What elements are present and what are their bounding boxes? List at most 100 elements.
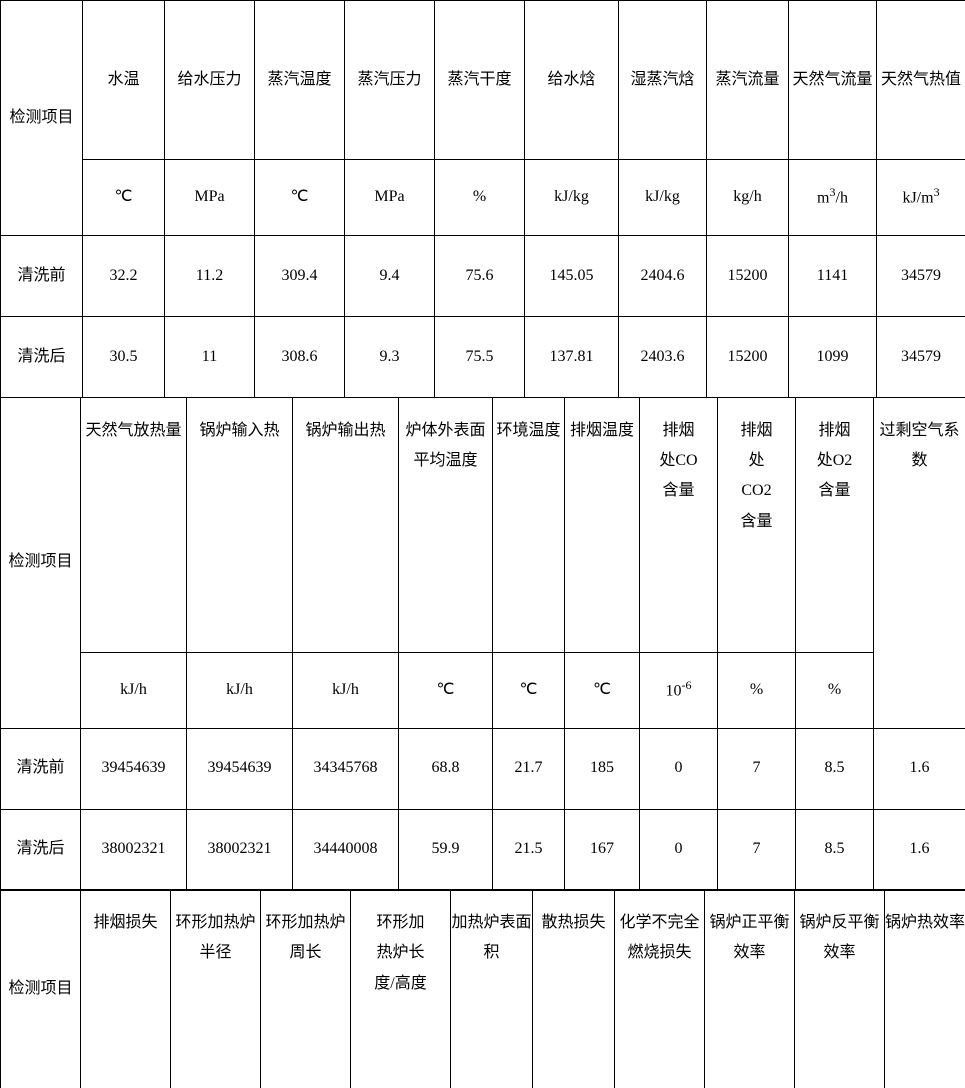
block1-after-cell: 11	[165, 317, 255, 398]
block1-unit-row: ℃ MPa ℃ MPa % kJ/kg kJ/kg kg/h m3/h kJ/m…	[1, 160, 965, 236]
block2-after-cell: 38002321	[187, 809, 293, 890]
block2-after-cell: 38002321	[81, 809, 187, 890]
block1-after-cell: 34579	[877, 317, 965, 398]
block1-after-cell: 9.3	[345, 317, 435, 398]
block1-before-cell: 1141	[789, 236, 877, 317]
block1-before-cell: 15200	[707, 236, 789, 317]
block2-before-cell: 0	[640, 728, 718, 809]
block2-after-cell: 21.5	[493, 809, 565, 890]
block1-unit: ℃	[255, 160, 345, 236]
block2-unit: %	[796, 652, 874, 728]
before-label: 清洗前	[1, 728, 81, 809]
block1-header-row: 检测项目 水温 给水压力 蒸汽温度 蒸汽压力 蒸汽干度 给水焓 湿蒸汽焓 蒸汽流…	[1, 1, 965, 160]
block3-header: 加热炉表面积	[451, 890, 533, 1088]
block2-after-cell: 8.5	[796, 809, 874, 890]
block1-unit: kJ/kg	[619, 160, 707, 236]
block2-before-cell: 8.5	[796, 728, 874, 809]
block1-before-cell: 309.4	[255, 236, 345, 317]
block1-unit: %	[435, 160, 525, 236]
block2-header: 排烟处CO含量	[640, 397, 718, 652]
block2-unit: ℃	[565, 652, 640, 728]
block2-before-row: 清洗前 39454639 39454639 34345768 68.8 21.7…	[1, 728, 965, 809]
block1-unit: kJ/kg	[525, 160, 619, 236]
block2-unit: ℃	[399, 652, 493, 728]
block2-unit: kJ/h	[81, 652, 187, 728]
block1-before-cell: 9.4	[345, 236, 435, 317]
block1-before-cell: 145.05	[525, 236, 619, 317]
block2-unit: kJ/h	[187, 652, 293, 728]
block1-header: 蒸汽流量	[707, 1, 789, 160]
block1-unit: MPa	[345, 160, 435, 236]
block1-before-cell: 11.2	[165, 236, 255, 317]
block1-header: 湿蒸汽焓	[619, 1, 707, 160]
block1-header: 蒸汽干度	[435, 1, 525, 160]
block1-after-cell: 15200	[707, 317, 789, 398]
block1-before-cell: 34579	[877, 236, 965, 317]
block1-after-cell: 75.5	[435, 317, 525, 398]
block1-after-cell: 137.81	[525, 317, 619, 398]
block2-after-cell: 7	[718, 809, 796, 890]
block3-header: 锅炉热效率	[885, 890, 965, 1088]
block1-header: 水温	[83, 1, 165, 160]
block1-after-cell: 1099	[789, 317, 877, 398]
block2-before-cell: 39454639	[187, 728, 293, 809]
block1-before-cell: 32.2	[83, 236, 165, 317]
block2-after-cell: 0	[640, 809, 718, 890]
block3-header: 环形加热炉半径	[171, 890, 261, 1088]
after-label: 清洗后	[1, 809, 81, 890]
block2-unit: kJ/h	[293, 652, 399, 728]
block2-header: 排烟温度	[565, 397, 640, 652]
block1-header: 天然气热值	[877, 1, 965, 160]
test-item-label: 检测项目	[1, 890, 81, 1088]
block2-before-cell: 39454639	[81, 728, 187, 809]
block3-header: 锅炉反平衡效率	[795, 890, 885, 1088]
block2-unit: ℃	[493, 652, 565, 728]
block2-header-row: 检测项目 天然气放热量 锅炉输入热 锅炉输出热 炉体外表面平均温度 环境温度 排…	[1, 397, 965, 652]
block1-header: 蒸汽压力	[345, 1, 435, 160]
block3-header: 排烟损失	[81, 890, 171, 1088]
block2-header: 锅炉输入热	[187, 397, 293, 652]
table-block-2: 检测项目 天然气放热量 锅炉输入热 锅炉输出热 炉体外表面平均温度 环境温度 排…	[0, 397, 965, 891]
block1-header: 给水焓	[525, 1, 619, 160]
block2-before-cell: 7	[718, 728, 796, 809]
block3-header-row: 检测项目 排烟损失 环形加热炉半径 环形加热炉周长 环形加热炉长度/高度 加热炉…	[1, 890, 965, 1088]
block2-before-cell: 21.7	[493, 728, 565, 809]
test-item-label: 检测项目	[1, 1, 83, 236]
block1-header: 给水压力	[165, 1, 255, 160]
block1-after-cell: 308.6	[255, 317, 345, 398]
block2-after-cell: 167	[565, 809, 640, 890]
block1-unit: kJ/m3	[877, 160, 965, 236]
block2-before-cell: 1.6	[874, 728, 965, 809]
block1-before-row: 清洗前 32.2 11.2 309.4 9.4 75.6 145.05 2404…	[1, 236, 965, 317]
block2-header: 排烟处CO2含量	[718, 397, 796, 652]
block2-after-cell: 59.9	[399, 809, 493, 890]
after-label: 清洗后	[1, 317, 83, 398]
block1-unit: m3/h	[789, 160, 877, 236]
block2-before-cell: 68.8	[399, 728, 493, 809]
block3-header: 化学不完全燃烧损失	[615, 890, 705, 1088]
table-block-1: 检测项目 水温 给水压力 蒸汽温度 蒸汽压力 蒸汽干度 给水焓 湿蒸汽焓 蒸汽流…	[0, 0, 965, 398]
block1-before-cell: 75.6	[435, 236, 525, 317]
test-item-label: 检测项目	[1, 397, 81, 728]
block1-after-row: 清洗后 30.5 11 308.6 9.3 75.5 137.81 2403.6…	[1, 317, 965, 398]
block2-header: 过剩空气系数	[874, 397, 965, 728]
before-label: 清洗前	[1, 236, 83, 317]
table-block-3: 检测项目 排烟损失 环形加热炉半径 环形加热炉周长 环形加热炉长度/高度 加热炉…	[0, 889, 965, 1088]
block2-before-cell: 185	[565, 728, 640, 809]
block1-after-cell: 2403.6	[619, 317, 707, 398]
block2-unit: %	[718, 652, 796, 728]
block1-header: 蒸汽温度	[255, 1, 345, 160]
block1-before-cell: 2404.6	[619, 236, 707, 317]
block2-header: 锅炉输出热	[293, 397, 399, 652]
block1-unit: MPa	[165, 160, 255, 236]
block3-header: 环形加热炉周长	[261, 890, 351, 1088]
block2-unit-row: kJ/h kJ/h kJ/h ℃ ℃ ℃ 10-6 % %	[1, 652, 965, 728]
block2-after-row: 清洗后 38002321 38002321 34440008 59.9 21.5…	[1, 809, 965, 890]
block2-before-cell: 34345768	[293, 728, 399, 809]
block2-header: 天然气放热量	[81, 397, 187, 652]
block2-unit: 10-6	[640, 652, 718, 728]
block2-after-cell: 34440008	[293, 809, 399, 890]
block1-after-cell: 30.5	[83, 317, 165, 398]
block3-header: 环形加热炉长度/高度	[351, 890, 451, 1088]
block2-header: 排烟处O2含量	[796, 397, 874, 652]
